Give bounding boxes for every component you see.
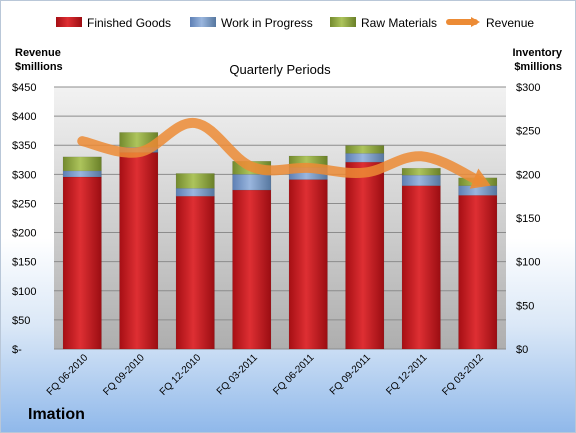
right-tick-label: $0 — [516, 344, 528, 356]
bar-finished-goods — [175, 195, 215, 350]
bar-finished-goods — [232, 189, 272, 350]
right-tick-label: $150 — [516, 213, 540, 225]
bar-work-in-progress — [232, 174, 272, 191]
bar-raw-materials — [175, 173, 215, 189]
right-tick-label: $200 — [516, 169, 540, 181]
legend-item-raw-materials: Raw Materials — [330, 16, 437, 30]
revenue-line-arrowhead — [469, 168, 491, 189]
x-tick-label: FQ 12-2010 — [158, 352, 204, 398]
left-axis-title-line1: Revenue — [15, 47, 61, 59]
bar-raw-materials — [401, 167, 441, 176]
legend-label-work-in-progress: Work in Progress — [221, 16, 313, 30]
x-tick-label: FQ 12-2011 — [384, 352, 429, 397]
bar-finished-goods — [345, 161, 385, 350]
legend-swatch-finished-goods — [56, 17, 82, 27]
left-tick-label: $350 — [12, 140, 36, 152]
bar-raw-materials — [62, 156, 102, 172]
bar-finished-goods — [288, 179, 328, 350]
bar-work-in-progress — [401, 174, 441, 186]
revenue-line-path — [77, 118, 483, 186]
left-tick-label: $400 — [12, 111, 36, 123]
left-tick-label: $- — [12, 344, 22, 356]
left-tick-label: $50 — [12, 315, 30, 327]
x-tick-label: FQ 06-2011 — [271, 352, 316, 397]
x-tick-label: FQ 03-2012 — [440, 352, 486, 398]
company-name: Imation — [28, 406, 85, 423]
bars — [62, 132, 498, 350]
legend-label-raw-materials: Raw Materials — [361, 16, 437, 30]
legend-item-revenue: Revenue — [446, 16, 534, 30]
right-axis-title-line2: $millions — [514, 61, 562, 73]
right-axis-ticks: $0 $50 $100 $150 $200 $250 $300 — [516, 82, 540, 356]
legend-item-finished-goods: Finished Goods — [56, 16, 171, 30]
left-tick-label: $300 — [12, 169, 36, 181]
right-tick-label: $100 — [516, 257, 540, 269]
left-tick-label: $450 — [12, 82, 36, 94]
legend-swatch-work-in-progress — [190, 17, 216, 27]
legend-item-work-in-progress: Work in Progress — [190, 16, 313, 30]
bar-finished-goods — [62, 176, 102, 350]
left-tick-label: $250 — [12, 198, 36, 210]
legend-arrow-revenue — [471, 17, 480, 27]
chart-title: Quarterly Periods — [229, 62, 331, 77]
x-tick-label: FQ 03-2011 — [215, 352, 260, 397]
bar-finished-goods — [458, 195, 498, 350]
x-tick-label: FQ 09-2010 — [101, 352, 147, 398]
legend-label-revenue: Revenue — [486, 16, 534, 30]
right-tick-label: $300 — [516, 82, 540, 94]
bar-work-in-progress — [175, 188, 215, 197]
left-axis-ticks: $- $50 $100 $150 $200 $250 $300 $350 $400 $450 — [12, 82, 36, 356]
x-tick-label: FQ 06-2010 — [45, 352, 91, 398]
right-tick-label: $50 — [516, 300, 534, 312]
left-axis-title-line2: $millions — [15, 61, 63, 73]
left-tick-label: $100 — [12, 286, 36, 298]
right-axis-title-line1: Inventory — [512, 47, 562, 59]
left-tick-label: $150 — [12, 257, 36, 269]
legend-swatch-raw-materials — [330, 17, 356, 27]
bar-work-in-progress — [62, 170, 102, 178]
bar-raw-materials — [345, 145, 385, 154]
right-tick-label: $250 — [516, 126, 540, 138]
bar-finished-goods — [119, 152, 159, 350]
x-tick-label: FQ 09-2011 — [328, 352, 373, 397]
bar-finished-goods — [401, 185, 441, 350]
left-tick-label: $200 — [12, 228, 36, 240]
x-axis-ticks: FQ 06-2010 FQ 09-2010 FQ 12-2010 FQ 03-2011… — [45, 352, 486, 398]
legend: Finished Goods Work in Progress Raw Mate… — [56, 16, 534, 30]
revenue-line — [77, 118, 491, 189]
legend-label-finished-goods: Finished Goods — [87, 16, 171, 30]
bar-work-in-progress — [345, 153, 385, 163]
